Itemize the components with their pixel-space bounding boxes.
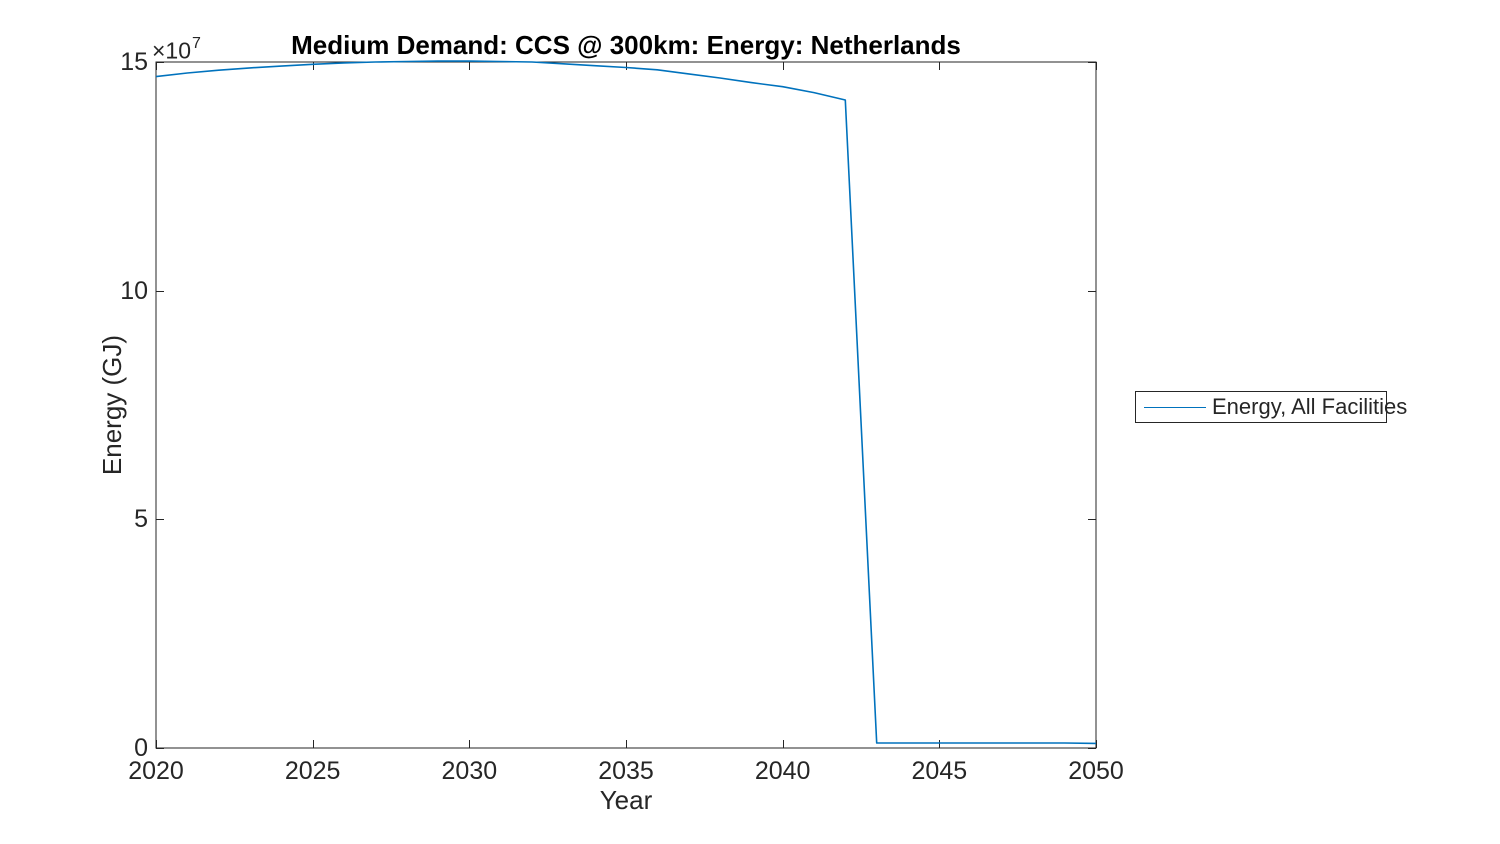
y-axis-label: Energy (GJ) (97, 334, 127, 476)
x-axis-label: Year (599, 785, 653, 815)
x-tick-label: 2040 (754, 757, 811, 785)
legend-line-sample (1144, 406, 1206, 408)
y-exponent-base: ×10 (152, 37, 192, 64)
x-tick-label: 2045 (911, 757, 968, 785)
x-tick-label: 2025 (284, 757, 341, 785)
x-tick-label: 2020 (128, 757, 184, 785)
y-axis-exponent-label: ×107 (152, 33, 201, 64)
legend-entry-label: Energy, All Facilities (1212, 394, 1408, 419)
y-tick-label: 10 (120, 276, 148, 305)
series-line (155, 60, 1097, 745)
x-tick-label: 2035 (598, 757, 654, 785)
axes-box (155, 61, 1097, 749)
x-tick-label: 2030 (441, 757, 498, 785)
y-tick-label: 15 (120, 48, 148, 76)
y-tick-label: 5 (134, 505, 148, 534)
chart-title: Medium Demand: CCS @ 300km: Energy: Neth… (291, 30, 961, 60)
y-tick-label: 0 (134, 734, 148, 762)
legend: Energy, All Facilities (1135, 391, 1407, 423)
x-tick-label: 2050 (1068, 757, 1124, 785)
y-exponent-value: 7 (192, 35, 201, 52)
